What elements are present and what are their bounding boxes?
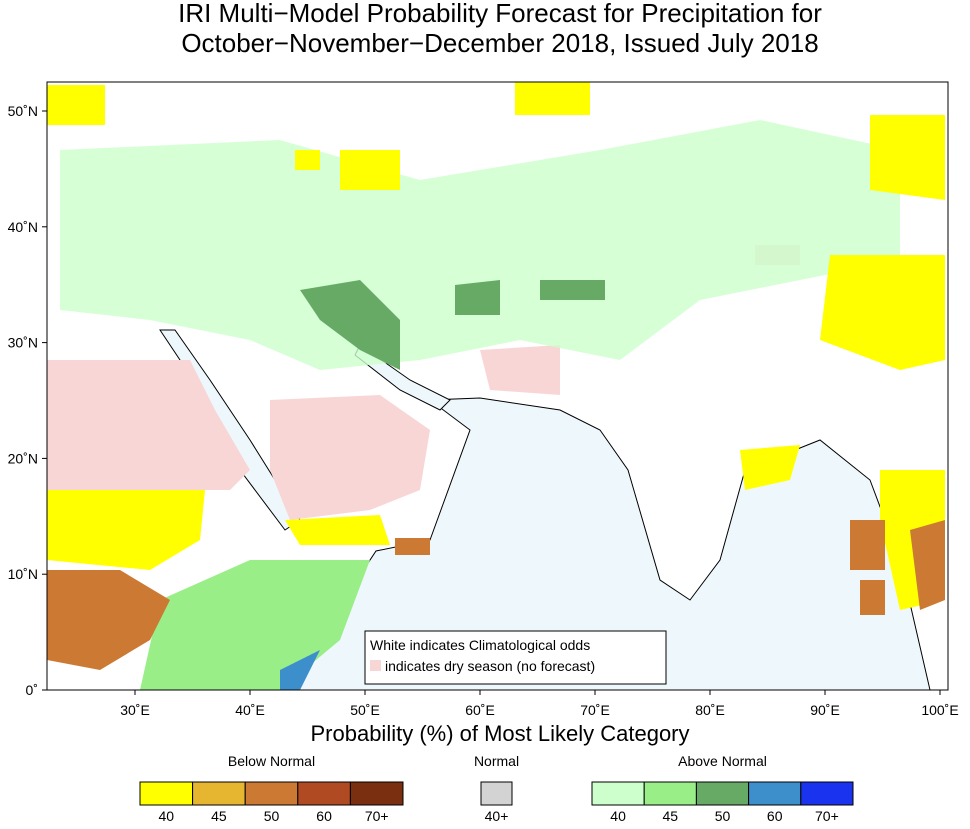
above-normal-very-strong (280, 650, 320, 690)
legend-swatch (800, 781, 854, 806)
lon-label: 40˚E (235, 702, 265, 718)
legend-swatch (643, 781, 697, 806)
colorbar-title: Probability (%) of Most Likely Category (310, 721, 689, 746)
legend-swatch (244, 781, 299, 806)
legend-swatch (349, 781, 404, 806)
legend-label: 40+ (485, 808, 509, 824)
legend-label: 45 (663, 808, 679, 824)
lat-label: 10˚N (8, 566, 38, 582)
lon-label: 90˚E (810, 702, 840, 718)
below-normal-strong (47, 520, 945, 670)
dry-season-africa (47, 360, 250, 500)
legend-swatch (591, 781, 645, 806)
dry-season-arabia (270, 395, 430, 520)
legend-swatch (139, 781, 194, 806)
title: IRI Multi−Model Probability Forecast for… (178, 0, 822, 28)
legend-label: 40 (610, 808, 626, 824)
below-normal-region (47, 82, 945, 610)
legend-label: 60 (767, 808, 783, 824)
above-normal-strong (455, 280, 605, 315)
map (46, 81, 949, 691)
lat-label: 30˚N (8, 335, 38, 351)
map-frame (46, 81, 949, 691)
above-normal-region (60, 120, 900, 370)
legend-label: 40 (159, 808, 175, 824)
dry-season-pakistan (480, 345, 560, 395)
dry-season-swatch (370, 660, 381, 671)
legend-group-name: Below Normal (228, 753, 315, 769)
legend-swatch (297, 781, 351, 806)
legend-group-name: Normal (474, 753, 519, 769)
lat-label: 50˚N (8, 103, 38, 119)
legend-label: 60 (316, 808, 332, 824)
lat-label: 0˚ (26, 682, 38, 698)
lon-label: 50˚E (350, 702, 380, 718)
lon-label: 80˚E (695, 702, 725, 718)
legend-label: 45 (211, 808, 227, 824)
lat-label: 40˚N (8, 219, 38, 235)
title: October−November−December 2018, Issued J… (181, 28, 818, 58)
legend-swatch (480, 781, 513, 806)
legend-label: 70+ (815, 808, 839, 824)
legend-swatch (192, 781, 246, 806)
legend-label: 50 (264, 808, 280, 824)
note: White indicates Climatological odds (370, 637, 590, 653)
legend-swatch (748, 781, 802, 806)
lon-label: 60˚E (465, 702, 495, 718)
legend-swatch (695, 781, 750, 806)
lon-label: 70˚E (580, 702, 610, 718)
legend-label: 70+ (365, 808, 389, 824)
note-box (364, 630, 667, 685)
note: indicates dry season (no forecast) (385, 658, 595, 674)
lon-label: 30˚E (120, 702, 150, 718)
legend-group-name: Above Normal (678, 753, 767, 769)
lat-label: 20˚N (8, 450, 38, 466)
above-normal-strong (300, 280, 400, 370)
legend-label: 50 (715, 808, 731, 824)
lon-label: 100˚E (921, 702, 958, 718)
